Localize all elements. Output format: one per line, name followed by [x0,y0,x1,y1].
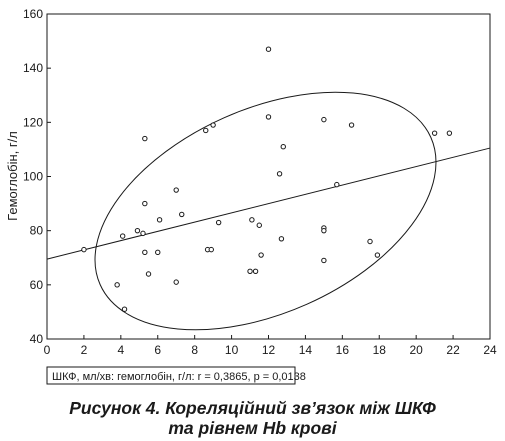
data-point [446,130,453,136]
x-tick-label: 8 [191,343,198,357]
data-point [142,249,148,256]
data-point [179,211,185,218]
x-tick-label: 24 [483,343,497,357]
data-point [265,46,272,52]
x-axis: 0 2 4 6 8 10 12 14 16 18 20 22 24 [44,335,497,357]
y-axis-label: Гемоглобін, г/л [5,131,20,221]
x-tick-label: 0 [44,343,51,357]
confidence-ellipse-layer [94,91,437,331]
y-tick-label: 60 [30,278,44,292]
x-tick-label: 10 [225,343,239,357]
data-point [156,217,163,223]
y-axis: 40 60 80 100 120 140 160 [23,7,51,346]
data-point [142,135,148,142]
x-tick-label: 14 [299,343,313,357]
data-point [249,217,255,223]
data-point [173,187,179,193]
x-tick-label: 18 [373,343,387,357]
figure-caption-line-1: Рисунок 4. Кореляційний зв’язок між ШКФ [69,398,436,418]
y-tick-label: 160 [23,7,43,21]
x-tick-label: 2 [81,343,88,357]
data-point [173,279,179,285]
data-point [334,181,340,188]
data-point [134,227,141,234]
data-point [258,252,264,258]
data-point [114,282,120,288]
data-point [215,219,222,226]
data-point [247,268,253,274]
data-point [81,246,87,253]
data-point [348,122,355,128]
legend-text: ШКФ, мл/хв: гемоглобін, г/л: r = 0,3865,… [52,371,306,383]
y-tick-label: 140 [23,61,43,75]
data-point [121,306,128,312]
x-tick-label: 20 [409,343,423,357]
data-point [280,144,286,150]
x-tick-label: 6 [154,343,161,357]
data-point [276,171,283,177]
data-point [374,252,381,258]
y-tick-label: 80 [30,224,44,238]
y-tick-label: 40 [30,332,44,346]
data-point [142,200,148,207]
data-point [208,246,214,253]
data-point [256,222,262,228]
x-tick-label: 4 [117,343,124,357]
x-tick-label: 22 [446,343,460,357]
data-point [278,236,285,242]
data-point [321,227,327,234]
data-point [203,127,209,134]
x-tick-label: 16 [336,343,350,357]
legend-box [46,366,296,385]
y-tick-label: 100 [23,170,43,184]
y-tick-label: 120 [23,115,43,129]
confidence-ellipse [94,91,437,331]
figure-caption-line-2: та рівнем Hb крові [168,418,337,438]
data-point [155,249,161,256]
data-point [210,122,216,128]
data-points-layer [81,46,453,312]
data-point [367,238,373,245]
data-point [140,230,146,237]
data-point [321,116,327,123]
data-point [265,114,272,120]
data-point [119,233,126,239]
x-tick-label: 12 [262,343,276,357]
regression-line [46,147,491,260]
regression-line-layer [46,147,491,260]
plot-frame [46,13,491,340]
data-point [145,271,152,277]
data-point [321,257,327,264]
data-point [431,130,438,136]
data-point [252,268,259,274]
